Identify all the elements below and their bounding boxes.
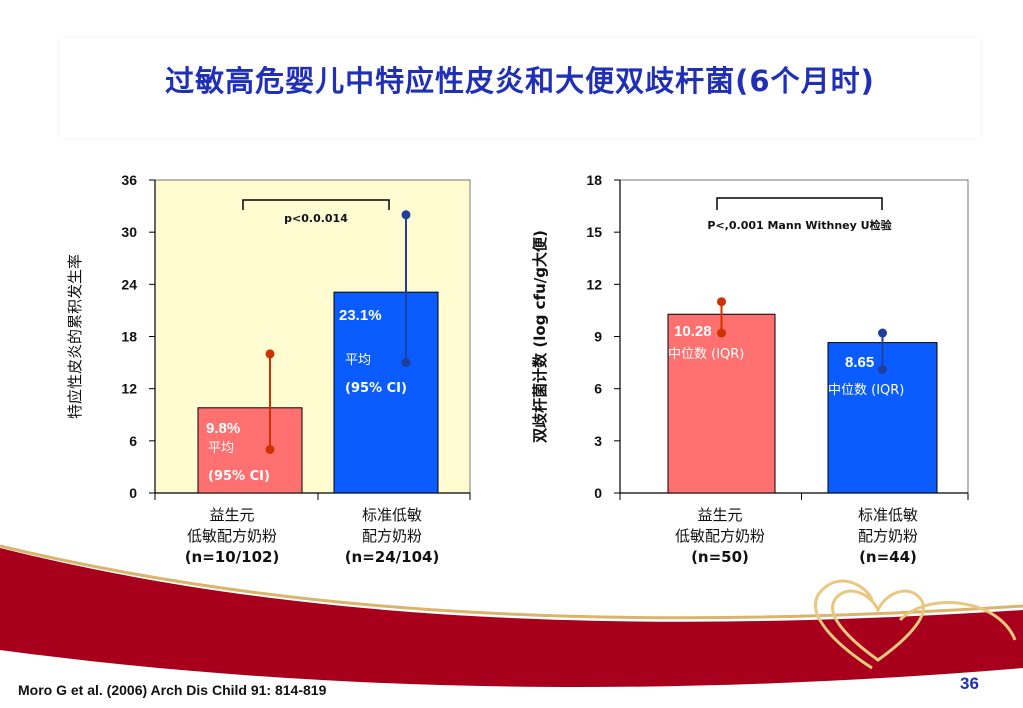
category-label: 配方奶粉 bbox=[858, 527, 918, 545]
y-tick-label: 36 bbox=[121, 172, 137, 188]
stat-label: 中位数 (IQR) bbox=[668, 347, 744, 362]
category-label: 低敏配方奶粉 bbox=[187, 527, 277, 545]
data-label: 10.28 bbox=[674, 323, 712, 340]
y-tick-label: 24 bbox=[121, 276, 137, 292]
bar-1 bbox=[667, 313, 776, 494]
y-axis-label: 双歧杆菌计数 (log cfu/g大便) bbox=[531, 230, 549, 443]
footer-white-band bbox=[0, 650, 1023, 708]
y-tick-label: 12 bbox=[121, 381, 137, 397]
stat-label: (95% CI) bbox=[208, 469, 270, 484]
error-cap-low bbox=[265, 445, 275, 455]
y-tick-label: 18 bbox=[121, 329, 137, 345]
significance-bracket bbox=[716, 197, 883, 210]
footer-band bbox=[0, 548, 1023, 708]
y-tick-label: 0 bbox=[129, 485, 137, 501]
heart-logo-icon bbox=[814, 579, 1017, 670]
y-tick-label: 18 bbox=[586, 172, 602, 188]
page-number: 36 bbox=[960, 674, 979, 693]
category-label: 标准低敏 bbox=[362, 506, 422, 524]
y-tick-label: 0 bbox=[594, 485, 602, 501]
y-tick-label: 3 bbox=[594, 433, 602, 449]
error-cap-high bbox=[401, 210, 411, 220]
error-cap-low bbox=[878, 365, 887, 375]
y-tick-label: 9 bbox=[594, 329, 602, 345]
footer-gold-stroke bbox=[0, 544, 1023, 620]
error-cap-low bbox=[401, 358, 411, 368]
stat-label: 平均 bbox=[208, 441, 234, 456]
y-tick-label: 12 bbox=[586, 276, 602, 292]
error-cap-high bbox=[878, 328, 887, 338]
chart-2: 0 3 6 9 12 15 18 双歧杆菌计数 (log cfu/g大便) 10.28 中位数 (… bbox=[531, 172, 969, 566]
category-label: (n=44) bbox=[859, 548, 917, 566]
y-tick-label: 6 bbox=[129, 433, 137, 449]
stat-label: 平均 bbox=[345, 353, 371, 368]
y-axis-label: 特应性皮炎的累积发生率 bbox=[66, 254, 84, 419]
error-cap-high bbox=[265, 349, 275, 359]
error-cap-low bbox=[717, 328, 726, 338]
stat-label: (95% CI) bbox=[345, 381, 407, 396]
citation: Moro G et al. (2006) Arch Dis Child 91: … bbox=[18, 682, 327, 698]
data-label: 8.65 bbox=[845, 354, 874, 371]
chart-1: 0 6 12 18 24 30 36 特应性皮炎的累积发生率 9.8% 平均 (95% CI) 益生元… bbox=[66, 172, 471, 566]
p-value-label: p<0.0.014 bbox=[284, 212, 348, 225]
stat-label: 中位数 (IQR) bbox=[828, 383, 904, 398]
significance-bracket bbox=[242, 199, 390, 210]
title-box: 过敏高危婴儿中特应性皮炎和大便双歧杆菌(6个月时) bbox=[60, 38, 980, 138]
category-label: 益生元 bbox=[697, 506, 742, 524]
slide-title: 过敏高危婴儿中特应性皮炎和大便双歧杆菌(6个月时) bbox=[165, 64, 875, 98]
category-label: 益生元 bbox=[209, 506, 254, 524]
category-label: (n=50) bbox=[691, 548, 749, 566]
y-tick-label: 15 bbox=[586, 224, 602, 240]
category-label: 低敏配方奶粉 bbox=[675, 527, 765, 545]
bar-2 bbox=[333, 291, 439, 494]
y-tick-label: 30 bbox=[121, 224, 137, 240]
p-value-label: P<,0.001 Mann Withney U检验 bbox=[707, 218, 892, 232]
data-label: 9.8% bbox=[206, 420, 240, 437]
category-label: (n=10/102) bbox=[185, 548, 280, 566]
bar-1 bbox=[197, 407, 303, 494]
y-tick-label: 6 bbox=[594, 381, 602, 397]
category-label: 配方奶粉 bbox=[362, 527, 422, 545]
category-label: (n=24/104) bbox=[345, 548, 440, 566]
data-label: 23.1% bbox=[339, 307, 382, 324]
category-label: 标准低敏 bbox=[858, 506, 918, 524]
error-cap-high bbox=[717, 297, 726, 307]
